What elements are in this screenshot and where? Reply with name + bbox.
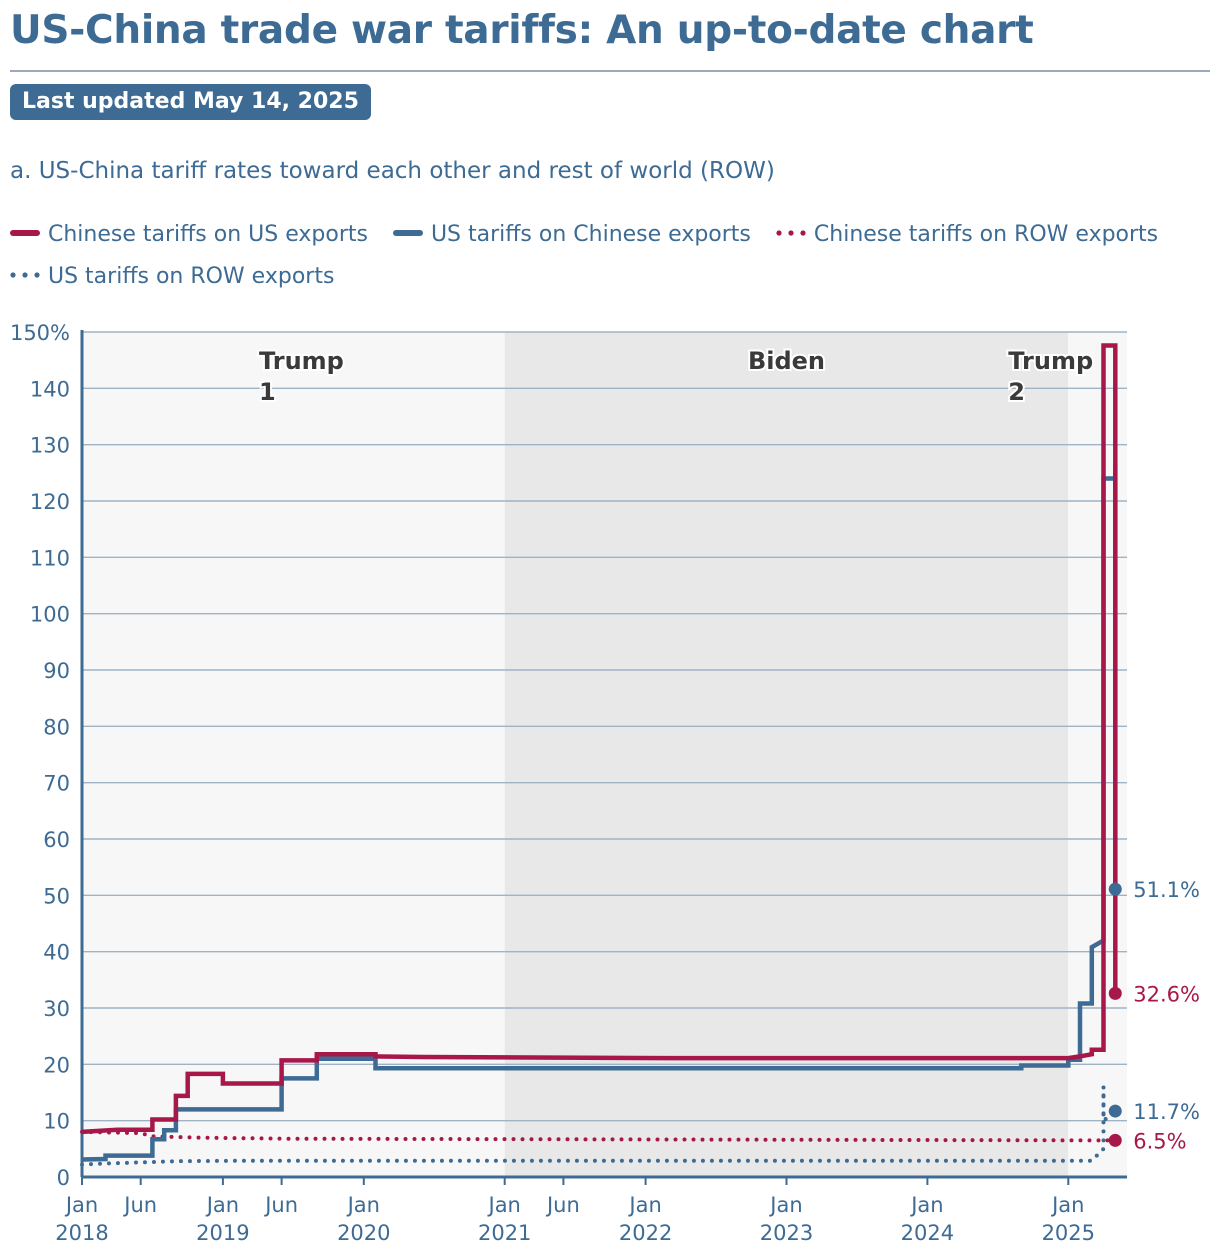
last-updated-badge: Last updated May 14, 2025 — [10, 84, 371, 120]
legend: Chinese tariffs on US exports US tariffs… — [10, 214, 1210, 298]
end-value-label-2: 11.7% — [1133, 1100, 1200, 1124]
y-tick-label-12: 120 — [30, 490, 70, 514]
era-label-num-2: 2 — [1008, 378, 1025, 406]
y-tick-label-8: 80 — [43, 715, 70, 739]
tariff-line-chart: 0 10 20 30 40 50 60 70 80 90 100 110 120 130 140 150% Ja… — [10, 321, 1200, 1245]
era-label-num-0: 1 — [259, 378, 276, 406]
x-tick-label-5: Jan — [487, 1193, 521, 1217]
panel-subtitle: a. US-China tariff rates toward each oth… — [10, 158, 775, 184]
series-line-3 — [80, 1086, 1118, 1167]
legend-item-chinese-row[interactable]: Chinese tariffs on ROW exports — [776, 222, 1158, 247]
x-tick-label-7: Jan — [627, 1193, 661, 1217]
era-label-0: Trump — [259, 347, 344, 375]
x-tick-label-2: Jan — [205, 1193, 239, 1217]
x-tick-label-6: Jun — [545, 1193, 580, 1217]
y-tick-label-1: 10 — [43, 1110, 70, 1134]
end-value-label-0: 51.1% — [1133, 878, 1200, 902]
legend-swatch-chinese-dotted — [776, 230, 806, 236]
x-tick-year-8: 2023 — [760, 1221, 813, 1245]
legend-item-us-row[interactable]: US tariffs on ROW exports — [10, 264, 334, 289]
era-label-1: Biden — [748, 347, 825, 375]
end-marker-0 — [1108, 882, 1122, 896]
x-tick-label-4: Jan — [346, 1193, 380, 1217]
series-line-2 — [80, 1129, 1118, 1143]
x-tick-label-8: Jan — [768, 1193, 802, 1217]
end-value-label-1: 32.6% — [1133, 982, 1200, 1006]
y-tick-label-3: 30 — [43, 997, 70, 1021]
legend-label-us-row: US tariffs on ROW exports — [48, 264, 335, 289]
y-tick-label-13: 130 — [30, 434, 70, 458]
legend-label-us-chinese: US tariffs on Chinese exports — [430, 222, 751, 247]
end-marker-3 — [1108, 1133, 1122, 1147]
y-tick-label-15: 150% — [10, 321, 70, 345]
x-tick-year-0: 2018 — [55, 1221, 108, 1245]
end-marker-2 — [1108, 1104, 1122, 1118]
legend-swatch-us-solid — [392, 230, 423, 236]
legend-swatch-chinese-solid — [10, 230, 40, 236]
era-label-2: Trump — [1008, 347, 1093, 375]
end-marker-1 — [1108, 986, 1122, 1000]
x-tick-year-9: 2024 — [901, 1221, 954, 1245]
legend-item-chinese-us[interactable]: Chinese tariffs on US exports — [10, 222, 375, 247]
x-tick-year-7: 2022 — [619, 1221, 672, 1245]
x-tick-label-10: Jan — [1050, 1193, 1084, 1217]
y-tick-label-4: 40 — [43, 941, 70, 965]
y-tick-label-2: 20 — [43, 1053, 70, 1077]
y-tick-label-10: 100 — [30, 603, 70, 627]
legend-item-us-chinese[interactable]: US tariffs on Chinese exports — [392, 222, 758, 247]
era-band-0 — [82, 332, 505, 1177]
chart-title: US-China trade war tariffs: An up-to-dat… — [10, 8, 1034, 53]
y-tick-label-5: 50 — [43, 884, 70, 908]
title-divider — [10, 70, 1210, 72]
era-band-1 — [504, 332, 1069, 1177]
y-tick-label-9: 90 — [43, 659, 70, 683]
y-tick-label-14: 140 — [30, 377, 70, 401]
x-tick-label-1: Jun — [122, 1193, 157, 1217]
legend-label-chinese-us: Chinese tariffs on US exports — [48, 222, 368, 247]
x-tick-year-5: 2021 — [478, 1221, 531, 1245]
series-line-0 — [81, 343, 1118, 1135]
x-tick-label-0: Jan — [64, 1193, 98, 1217]
x-tick-year-10: 2025 — [1042, 1221, 1095, 1245]
x-tick-year-4: 2020 — [337, 1221, 390, 1245]
x-tick-label-9: Jan — [909, 1193, 943, 1217]
x-tick-label-3: Jun — [263, 1193, 298, 1217]
y-tick-label-11: 110 — [30, 546, 70, 570]
y-tick-label-7: 70 — [43, 772, 70, 796]
y-tick-label-6: 60 — [43, 828, 70, 852]
y-tick-label-0: 0 — [57, 1166, 70, 1190]
legend-swatch-us-dotted — [10, 272, 40, 278]
x-tick-year-2: 2019 — [196, 1221, 249, 1245]
legend-label-chinese-row: Chinese tariffs on ROW exports — [813, 222, 1159, 247]
end-value-label-3: 6.5% — [1133, 1129, 1186, 1153]
